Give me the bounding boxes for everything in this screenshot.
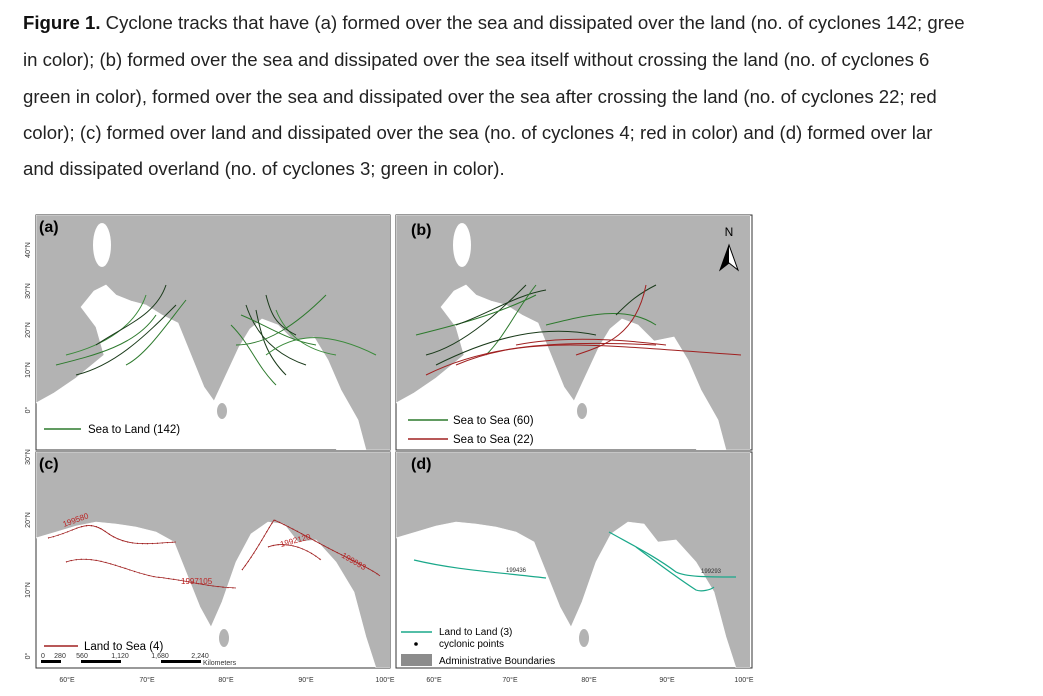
legend-text: Land to Sea (4) [84,641,163,653]
legend-text: Sea to Sea (60) [453,415,534,427]
legend-text: cyclonic points [439,639,504,650]
caption-line: and dissipated overland (no. of cyclones… [23,158,505,179]
caption-line: in color); (b) formed over the sea and d… [23,49,930,70]
lon-label: 80°E [218,676,234,684]
caption-text: Cyclone tracks that have (a) formed over… [105,12,965,33]
lat-label: 20°N [24,322,32,338]
legend-text: Administrative Boundaries [439,656,555,667]
scale-label: 1,120 [111,653,129,660]
lon-label: 100°E [375,676,394,684]
panel-label: (a) [39,219,59,236]
map [36,215,390,450]
panel-d: (d) 199436 199293 Land to Land (3) cyclo… [395,451,753,669]
legend-text: Sea to Sea (22) [453,434,534,446]
lon-label: 60°E [59,676,75,684]
legend-text: Land to Land (3) [439,627,512,638]
scale-label: 2,240 [191,653,209,660]
lon-label: 90°E [659,676,675,684]
track-id: 199293 [701,569,722,575]
scale-label: 0 [41,653,45,660]
lat-label: 10°N [24,582,32,598]
lat-label: 20°N [24,512,32,528]
caption-label: Figure 1. [23,12,101,33]
lat-label: 10°N [24,362,32,378]
lon-label: 100°E [734,676,753,684]
map [36,452,390,668]
tracks [415,284,742,376]
lat-label: 30°N [24,283,32,299]
legend-text: Sea to Land (142) [88,424,180,436]
lon-label: 70°E [502,676,518,684]
legend-swatch [401,654,432,666]
panel-b: (b) N Sea to Sea (60) Sea to Sea (22) [395,214,753,451]
lat-label: 0° [24,406,32,413]
panel-label: (d) [411,456,431,473]
lat-label: 40°N [24,242,32,258]
axes: 40°N 30°N 20°N 10°N 0° 30°N 20°N 10°N 0° 60°E 70°E… [24,242,754,684]
map [396,215,750,450]
north-arrow-fill [720,245,729,270]
tracks-line [47,519,381,589]
caption-line: Figure 1. Cyclone tracks that have (a) f… [23,12,1043,34]
panel-label: (c) [39,456,59,473]
lat-label: 30°N [24,449,32,465]
tracks [413,531,737,592]
lon-label: 80°E [581,676,597,684]
scale-label: 1,680 [151,653,169,660]
lat-label: 0° [24,652,32,659]
lon-label: 70°E [139,676,155,684]
caption-line: green in color), formed over the sea and… [23,86,937,107]
caption-line: color); (c) formed over land and dissipa… [23,122,933,143]
panel-label: (b) [411,222,431,239]
north-label: N [725,225,734,239]
lon-label: 60°E [426,676,442,684]
panel-c: (c) 199580 1992120 199093 1997105 Land t… [35,451,391,669]
legend-point [414,642,418,646]
scale-label: 560 [76,653,88,660]
track-id: 1997105 [181,577,213,586]
tracks [55,284,377,386]
panel-a: (a) Sea to Land (142) [35,214,391,451]
scale-unit: Kilometers [203,660,237,667]
scale-bar [41,660,201,663]
map [396,452,750,668]
scale-label: 280 [54,653,66,660]
track-id: 199436 [506,568,527,574]
lon-label: 90°E [298,676,314,684]
